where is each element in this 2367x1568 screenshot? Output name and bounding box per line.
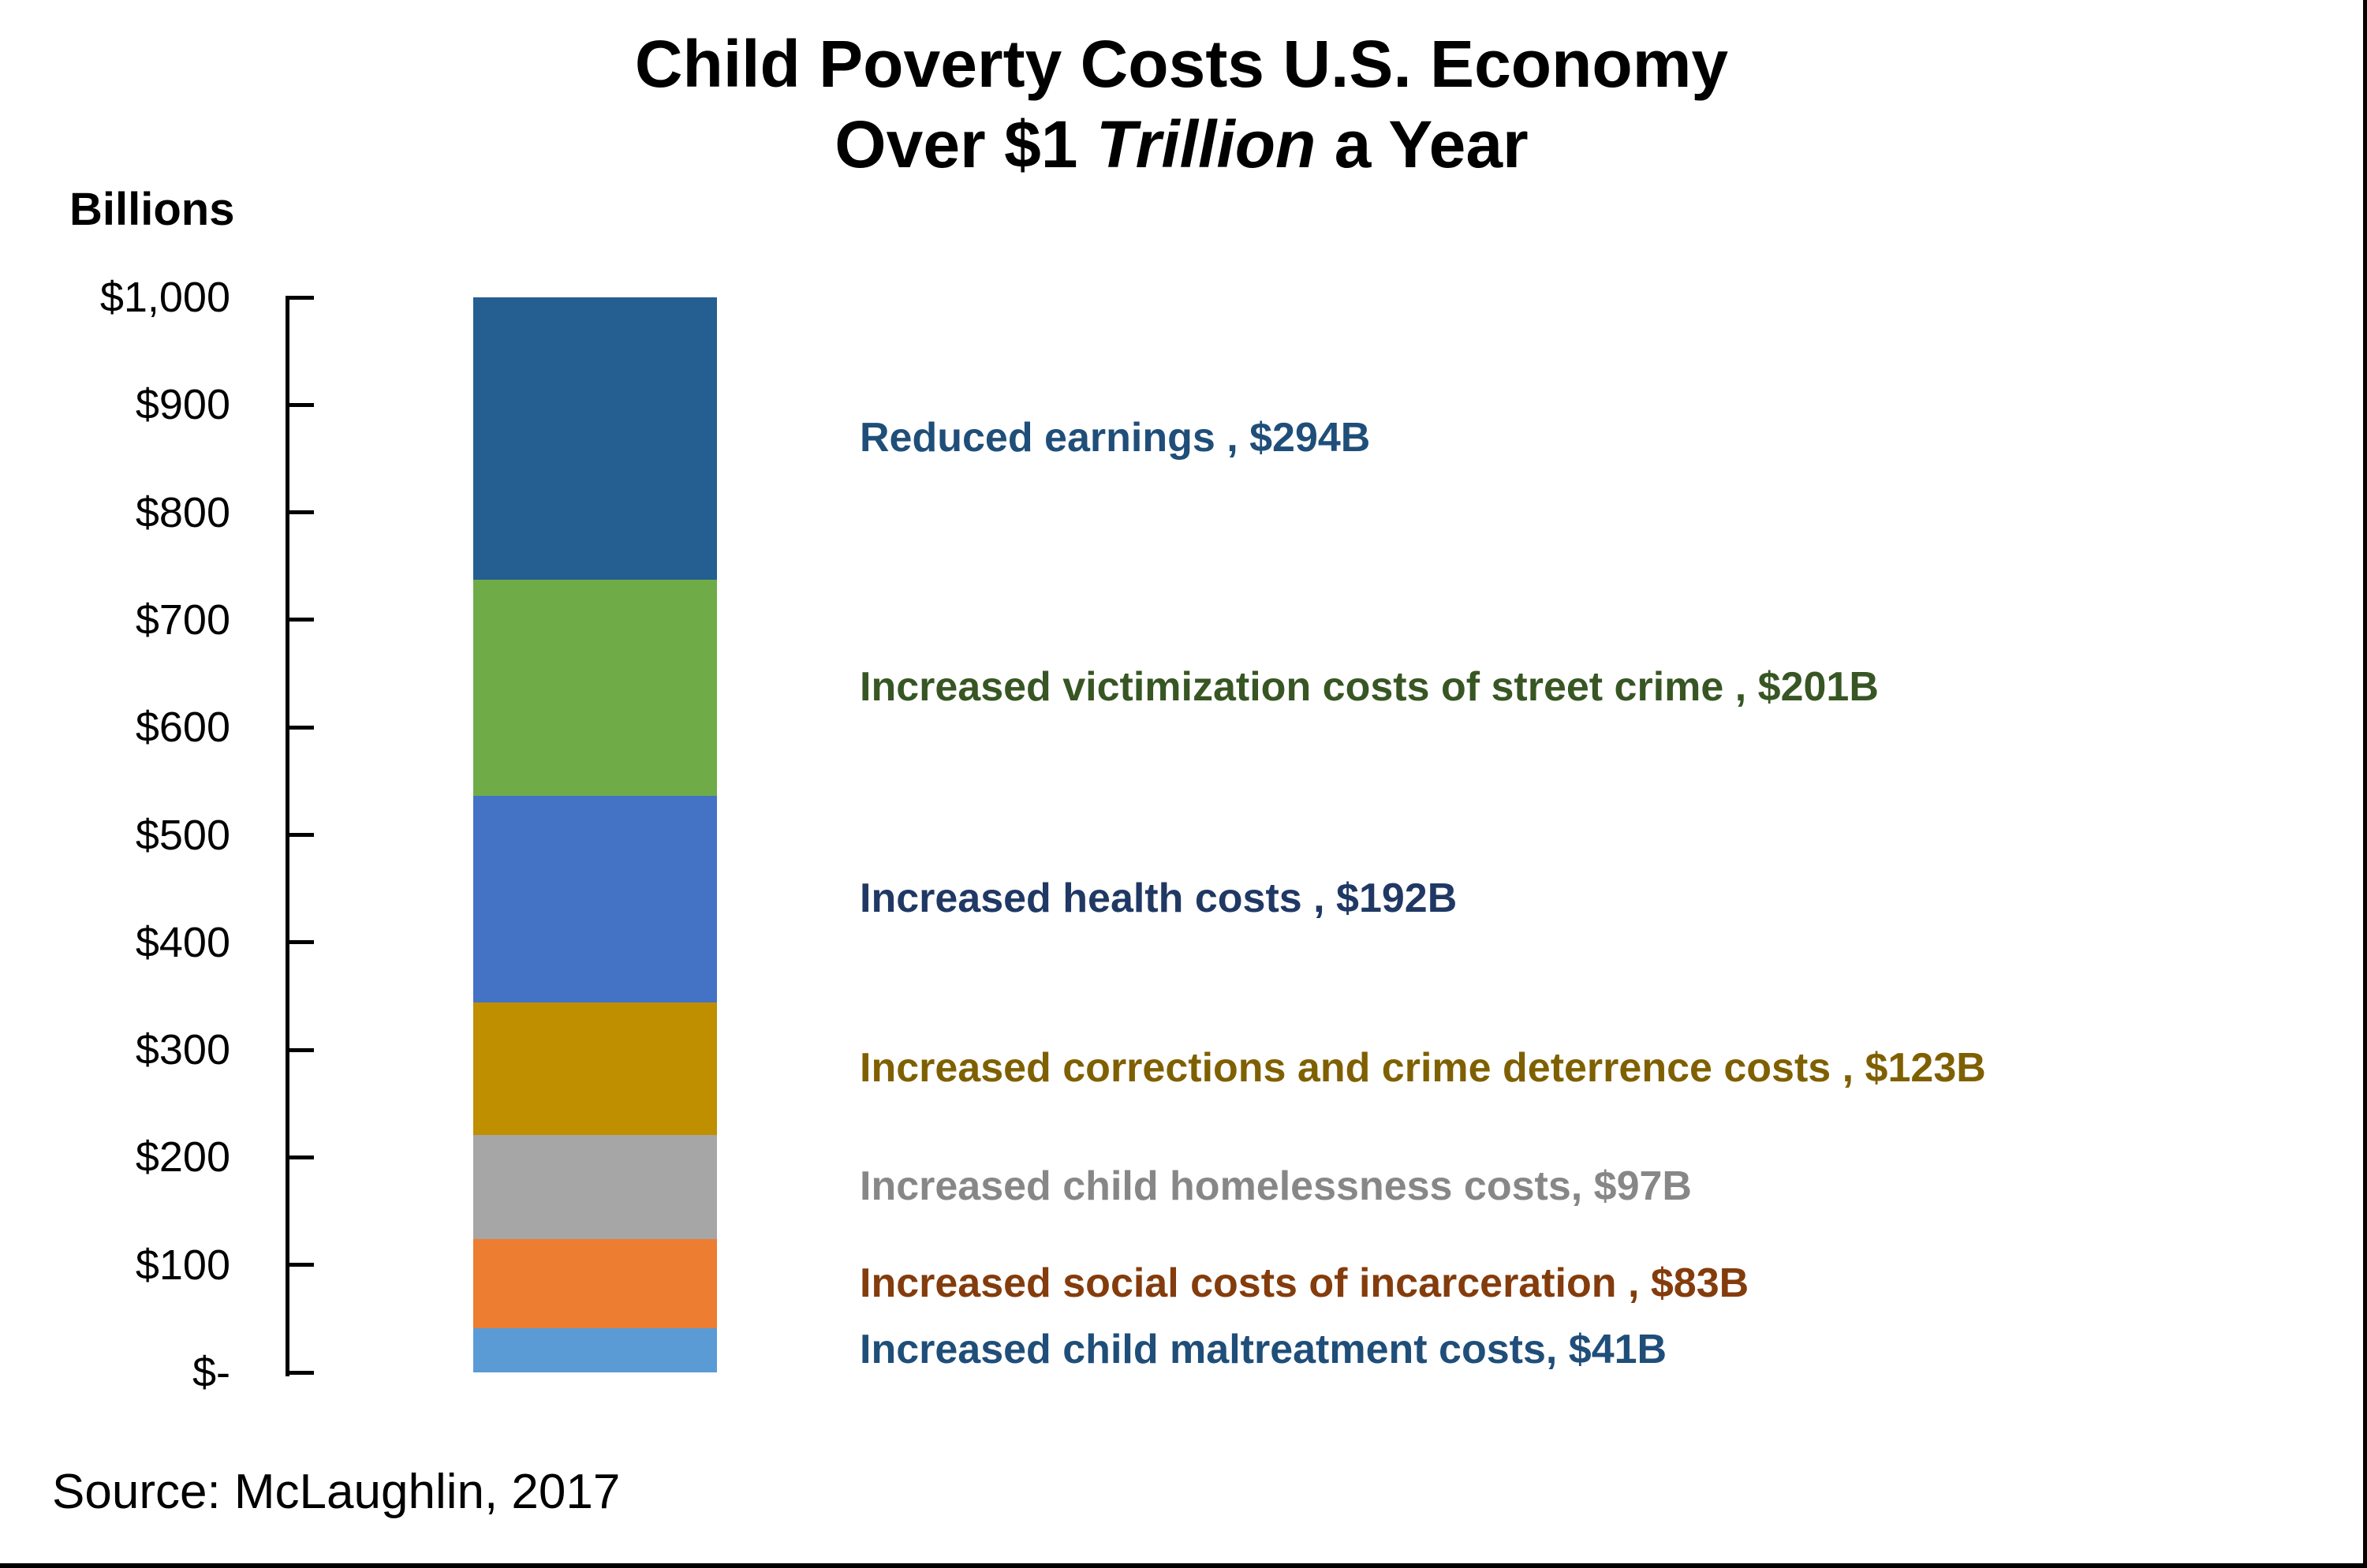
bar-segment [473, 1134, 717, 1239]
segment-label: Increased child homelessness costs, $97B [860, 1163, 1692, 1209]
bar-segment [473, 1328, 717, 1372]
y-axis-tick [286, 940, 314, 945]
segment-label: Increased victimization costs of street … [860, 664, 1879, 711]
y-axis-tick-label: $700 [135, 595, 230, 644]
y-axis-unit-label: Billions [69, 184, 235, 235]
y-axis-tick [286, 618, 314, 622]
bar-segment [473, 580, 717, 797]
chart-title-italic-word: Trillion [1096, 107, 1316, 182]
chart-title-line1: Child Poverty Costs U.S. Economy [634, 27, 1729, 101]
y-axis-tick [286, 1263, 314, 1267]
y-axis-tick-label: $800 [135, 488, 230, 536]
y-axis-tick-label: $1,000 [99, 274, 230, 321]
segment-label: Increased health costs , $192B [860, 875, 1458, 922]
y-axis-tick-label: $900 [135, 381, 230, 429]
source-note: Source: McLaughlin, 2017 [52, 1465, 621, 1519]
chart-title-line2: Over $1 Trillion a Year [834, 107, 1529, 182]
y-axis-tick [286, 1370, 314, 1375]
bar-segment [473, 1238, 717, 1329]
y-axis-tick-label: $600 [135, 704, 230, 752]
y-axis-tick [286, 1047, 314, 1052]
y-axis-tick [286, 510, 314, 515]
y-axis-tick [286, 402, 314, 407]
y-axis-tick-label: $200 [135, 1133, 230, 1182]
y-axis-tick [286, 295, 314, 300]
segment-label: Reduced earnings , $294B [860, 415, 1371, 461]
y-axis-tick-label: $500 [135, 811, 230, 859]
bar-segment [473, 796, 717, 1003]
y-axis-tick-label: $- [192, 1349, 230, 1396]
segment-label: Increased corrections and crime deterren… [860, 1044, 1986, 1091]
y-axis-tick [286, 833, 314, 837]
stacked-bar [473, 297, 717, 1372]
chart-title: Child Poverty Costs U.S. Economy Over $1… [0, 24, 2363, 185]
segment-label: Increased social costs of incarceration … [860, 1260, 1749, 1306]
y-axis-tick-label: $100 [135, 1241, 230, 1289]
y-axis-tick [286, 1155, 314, 1159]
y-axis-tick-label: $300 [135, 1026, 230, 1074]
bar-segment [473, 1002, 717, 1135]
segment-label: Increased child maltreatment costs, $41B [860, 1327, 1667, 1373]
bar-segment [473, 297, 717, 581]
y-axis-tick [286, 725, 314, 730]
y-axis-tick-label: $400 [135, 918, 230, 966]
y-axis-line [286, 297, 289, 1376]
